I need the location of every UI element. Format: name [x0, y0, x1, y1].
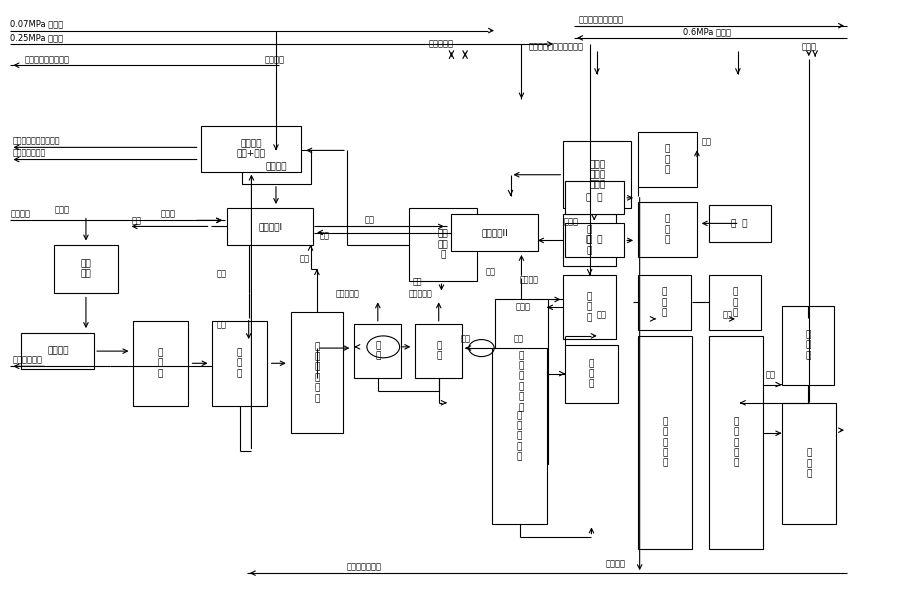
Bar	[415, 324, 462, 378]
Text: 冷凝液: 冷凝液	[160, 210, 175, 219]
Text: 蒸汽: 蒸汽	[597, 310, 606, 319]
Text: 保
温
罐: 保 温 罐	[664, 214, 670, 244]
Text: 旋液
分离
器: 旋液 分离 器	[437, 230, 447, 260]
Text: 氨气去低真空吸收塔: 氨气去低真空吸收塔	[24, 55, 69, 64]
Bar	[21, 333, 94, 370]
Bar	[563, 214, 615, 266]
Text: 一
闪: 一 闪	[374, 342, 380, 361]
Text: 固
定
氨
蒸
馏
塔: 固 定 氨 蒸 馏 塔	[314, 342, 319, 403]
Bar	[291, 312, 343, 433]
Bar	[637, 275, 690, 330]
Text: 氨冷却器: 氨冷却器	[265, 163, 287, 172]
Bar	[565, 224, 623, 257]
Text: 液相: 液相	[217, 321, 227, 330]
Bar	[637, 132, 696, 187]
Text: 凝
水
罐: 凝 水 罐	[664, 145, 670, 174]
Text: 液相: 液相	[412, 277, 422, 286]
Text: 0.25MPa 水蒸汽: 0.25MPa 水蒸汽	[10, 33, 64, 42]
Bar	[565, 181, 623, 214]
Text: 净化高钙液去制氯化钙: 净化高钙液去制氯化钙	[12, 136, 60, 145]
Bar	[708, 275, 761, 330]
Bar	[563, 275, 615, 339]
Text: 冷却水: 冷却水	[801, 42, 815, 51]
Text: 汽液相: 汽液相	[515, 302, 529, 312]
Text: 反
应
器: 反 应 器	[158, 348, 163, 378]
Text: 气相: 气相	[300, 254, 309, 263]
Text: 分  离: 分 离	[586, 193, 602, 202]
Bar	[451, 214, 537, 251]
Bar	[227, 208, 312, 244]
Text: 游
离
氨
蒸
馏
塔: 游 离 氨 蒸 馏 塔	[518, 351, 524, 412]
Bar	[353, 324, 401, 378]
Bar	[708, 336, 763, 549]
Text: 蒸汽: 蒸汽	[513, 334, 523, 343]
Text: 加
热
器: 加 热 器	[587, 225, 591, 255]
Text: 废液去综合利用: 废液去综合利用	[12, 148, 46, 158]
Bar	[492, 348, 547, 524]
Text: 加
热
器: 加 热 器	[589, 359, 593, 389]
Text: 石灰
粉仓: 石灰 粉仓	[80, 259, 91, 279]
Text: 氯化钠: 氯化钠	[563, 218, 578, 227]
Bar	[637, 202, 696, 257]
Text: 重质纯碱生产工序废蒸汽: 重质纯碱生产工序废蒸汽	[528, 42, 583, 51]
Text: 去淡液蒸馏: 去淡液蒸馏	[335, 289, 359, 298]
Text: 气相: 气相	[131, 216, 141, 225]
Bar	[242, 150, 310, 184]
Text: 加灰装置: 加灰装置	[47, 346, 68, 356]
Bar	[495, 299, 548, 464]
Text: 换  热: 换 热	[731, 219, 747, 228]
Text: 加
热
器: 加 热 器	[732, 288, 737, 317]
Text: 液相: 液相	[319, 232, 329, 240]
Text: 钙液净化
澄清+压滤: 钙液净化 澄清+压滤	[237, 139, 266, 159]
Text: 去淡液蒸馏: 去淡液蒸馏	[408, 289, 432, 298]
Text: 二
效
蒸
发
器: 二 效 蒸 发 器	[661, 417, 667, 467]
Text: 气相: 气相	[722, 310, 732, 319]
Text: 浓缩母液: 浓缩母液	[519, 275, 538, 284]
Text: 蒸汽: 蒸汽	[460, 334, 470, 343]
Text: 一
效
蒸
发
器: 一 效 蒸 发 器	[517, 411, 522, 461]
Text: 石灰粉: 石灰粉	[54, 205, 69, 214]
Text: 盐  浆: 盐 浆	[586, 236, 602, 244]
Text: 液相: 液相	[701, 137, 711, 146]
Text: 气相: 气相	[486, 267, 496, 276]
Text: 回收闪
发汽和
冷凝水: 回收闪 发汽和 冷凝水	[589, 160, 605, 189]
Bar	[563, 141, 630, 208]
Text: 分
砂
器: 分 砂 器	[237, 348, 242, 378]
Text: 液相: 液相	[364, 216, 374, 225]
Text: 二
闪: 二 闪	[435, 342, 441, 361]
Bar	[408, 208, 476, 281]
Bar	[54, 244, 118, 293]
Bar	[201, 126, 302, 172]
Text: 加
热
器: 加 热 器	[660, 288, 666, 317]
Text: 氯化铵饱和溶液: 氯化铵饱和溶液	[346, 562, 382, 571]
Text: 氨气去高真空吸收塔: 氨气去高真空吸收塔	[578, 15, 623, 24]
Bar	[212, 321, 267, 406]
Text: 滤过母液: 滤过母液	[10, 210, 30, 219]
Bar	[565, 345, 617, 403]
Text: 脱氨滤液: 脱氨滤液	[605, 559, 625, 568]
Text: （气相）: （气相）	[265, 55, 285, 64]
Bar	[708, 205, 770, 241]
Text: 氨冷凝器I: 氨冷凝器I	[258, 222, 281, 231]
Text: 冷
凝
器: 冷 凝 器	[805, 448, 811, 478]
Text: 0.07MPa 水蒸汽: 0.07MPa 水蒸汽	[10, 20, 64, 29]
Bar	[781, 403, 835, 524]
Text: 闪
发
罐: 闪 发 罐	[804, 330, 810, 360]
Text: 三
效
蒸
发
器: 三 效 蒸 发 器	[732, 417, 738, 467]
Text: 液相: 液相	[217, 269, 227, 278]
Bar	[637, 336, 691, 549]
Text: 循环冷却水: 循环冷却水	[428, 40, 454, 49]
Text: 氨冷凝器II: 氨冷凝器II	[481, 228, 507, 237]
Bar	[781, 306, 834, 384]
Text: 砂浆送排液泵: 砂浆送排液泵	[12, 356, 42, 365]
Text: 0.6MPa 水蒸汽: 0.6MPa 水蒸汽	[682, 27, 731, 36]
Text: 再
沸
器: 再 沸 器	[587, 292, 591, 322]
Text: 液相: 液相	[764, 371, 774, 379]
Bar	[133, 321, 188, 406]
